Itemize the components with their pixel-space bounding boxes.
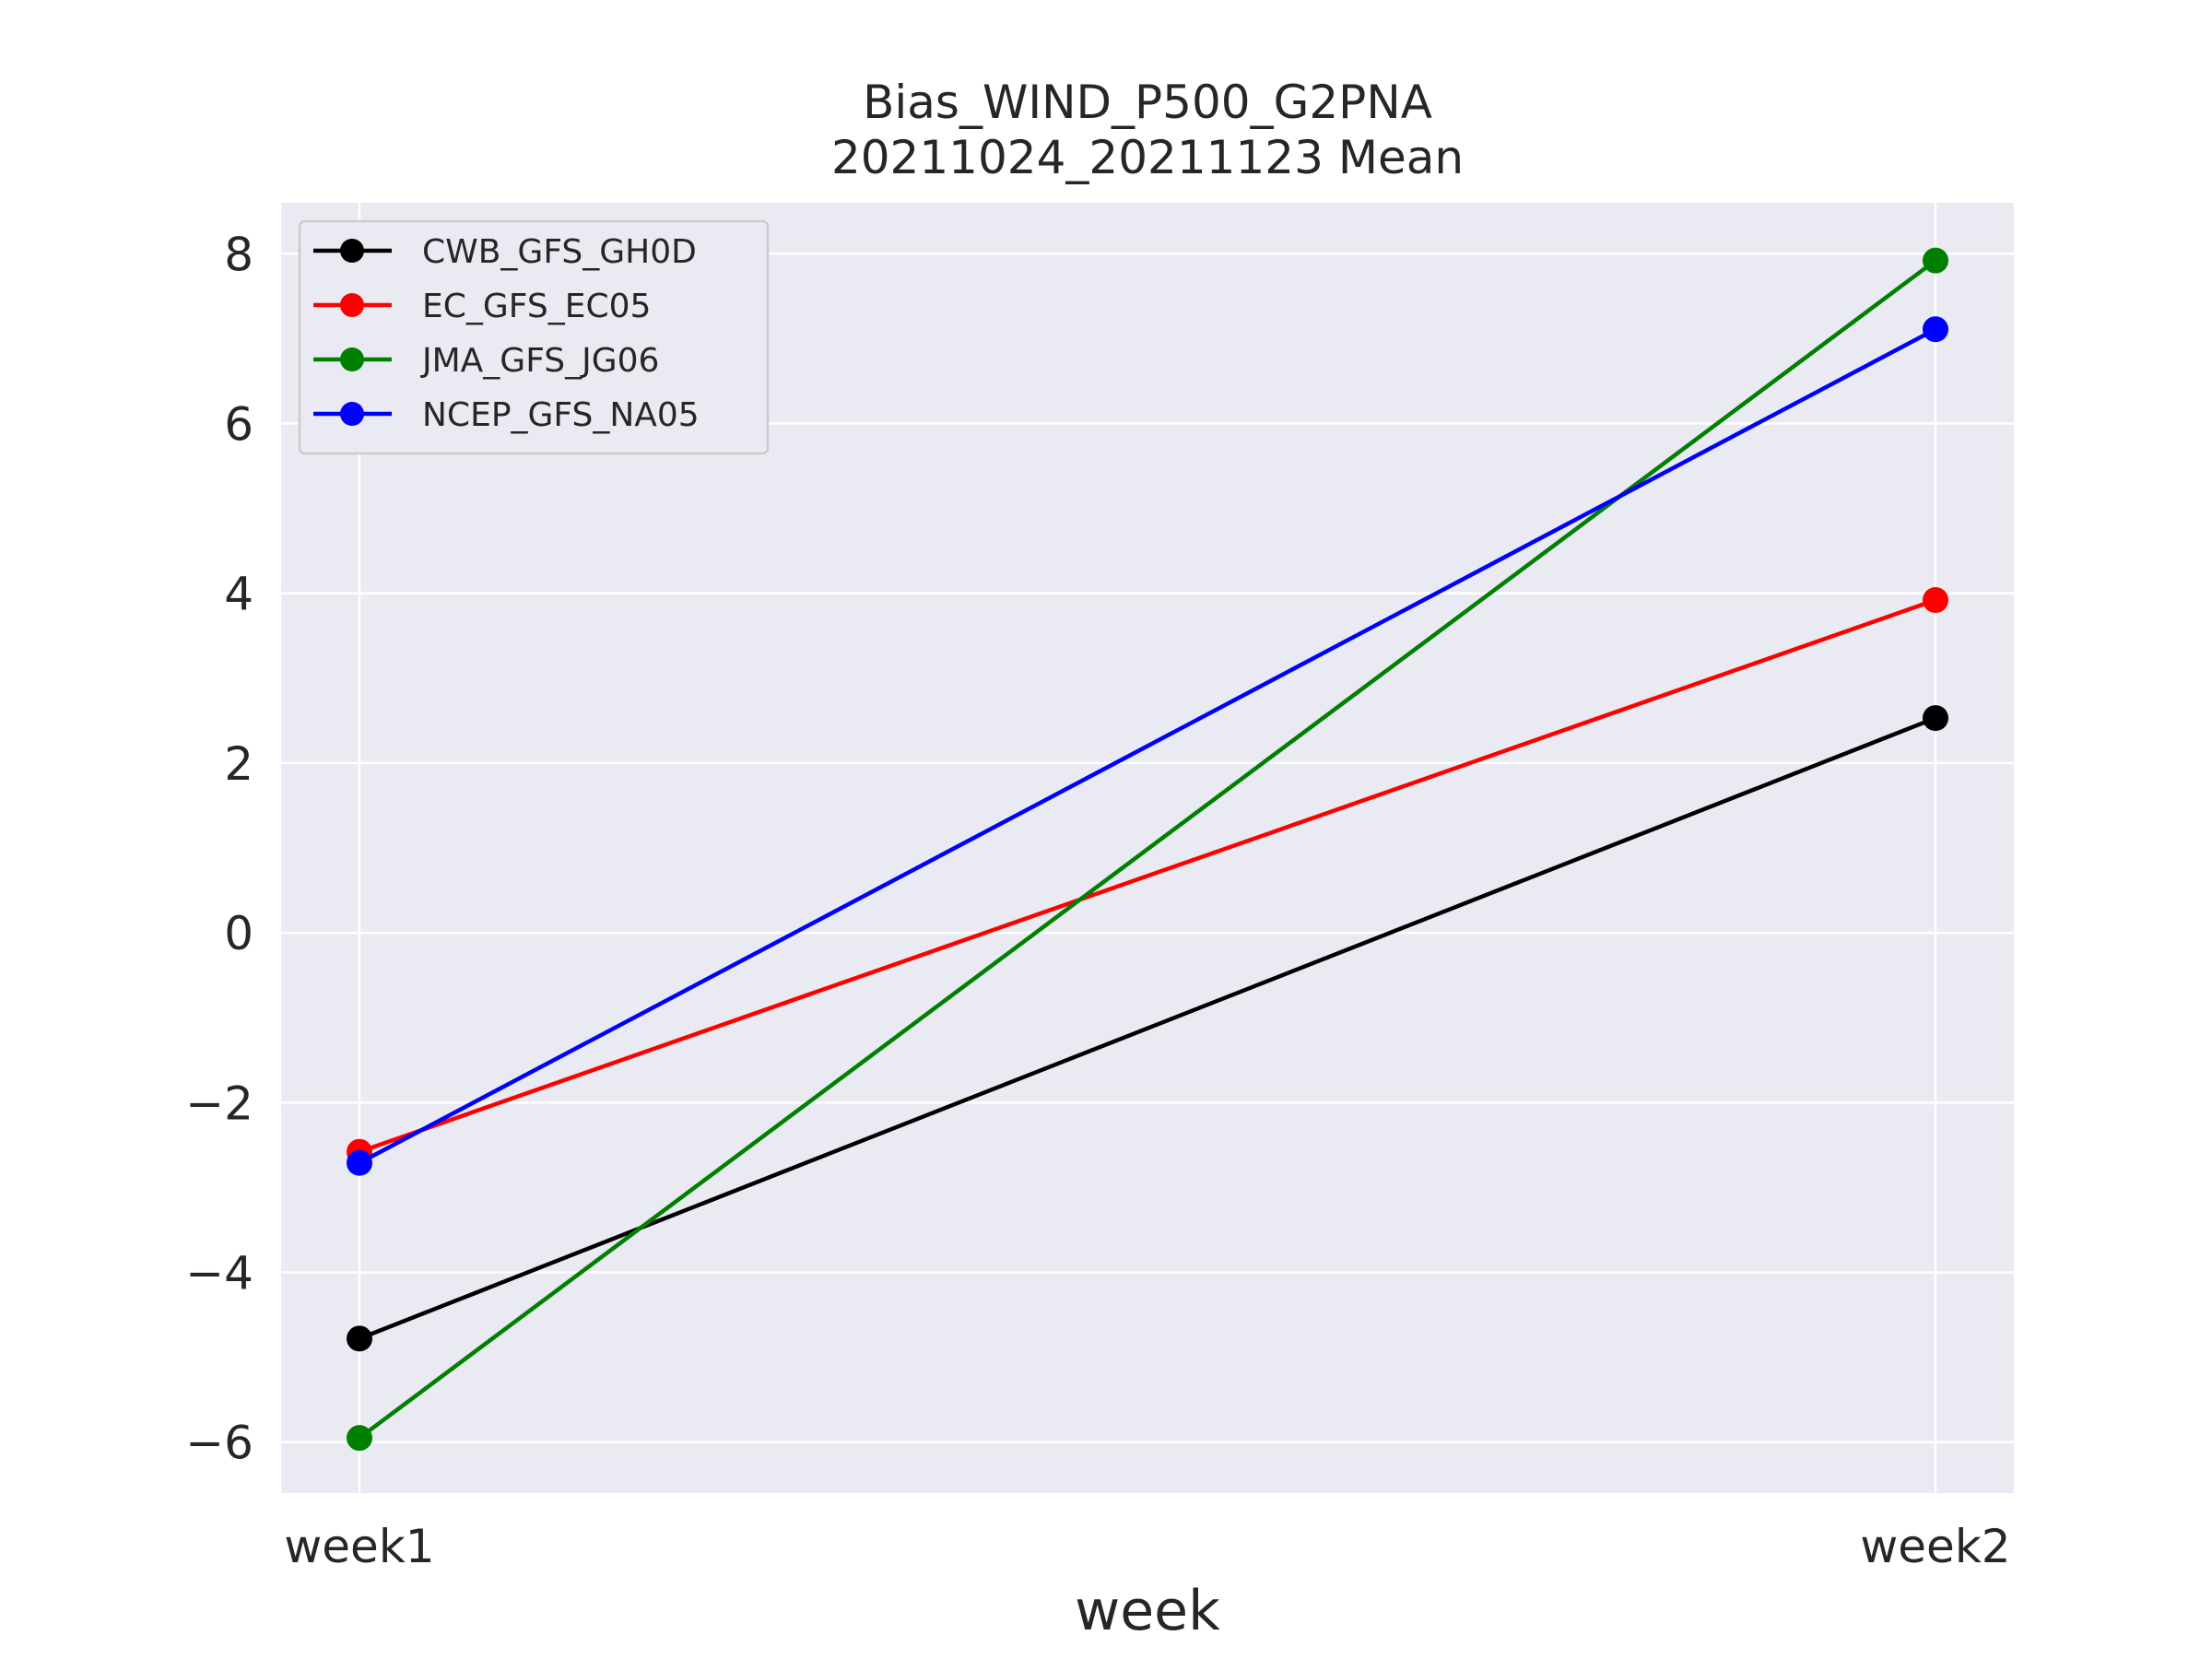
legend-marker [340,402,364,426]
series-line [358,327,1937,1165]
legend: CWB_GFS_GH0D EC_GFS_EC05 JMA_GFS_JG06 NCEP_… [298,219,770,455]
data-point [1923,587,1948,614]
legend-marker [340,347,364,371]
legend-marker [340,293,364,317]
series-line [359,715,1936,1341]
chart-subtitle: 20211024_20211123 Mean [831,131,1464,184]
x-axis: week1 week2 [284,1520,2010,1573]
data-point [347,1325,372,1352]
y-tick-label: 0 [224,907,253,960]
legend-label: EC_GFS_EC05 [422,288,651,325]
legend-marker [340,239,364,263]
legend-label: CWB_GFS_GH0D [422,233,697,271]
legend-box [298,219,770,455]
y-tick-label: 4 [224,568,253,621]
series-line [359,597,1936,1154]
x-tick-label: week1 [284,1520,434,1573]
data-point [347,1149,372,1176]
y-axis: 8 6 4 2 0 −2 −4 −6 [185,228,253,1469]
data-point [1923,247,1948,274]
y-tick-label: 2 [224,737,253,791]
chart-title: Bias_WIND_P500_G2PNA [863,76,1432,129]
gridlines [281,203,2014,1493]
series-lines [347,247,1948,1452]
legend-label: JMA_GFS_JG06 [420,342,659,380]
data-point [1923,316,1948,343]
legend-label: NCEP_GFS_NA05 [422,396,700,434]
data-point [347,1425,372,1452]
y-tick-label: −4 [185,1247,253,1300]
y-tick-label: 8 [224,228,253,281]
series-line [358,258,1937,1440]
y-tick-label: −6 [185,1417,253,1470]
x-axis-label: week [1075,1579,1220,1643]
y-tick-label: −2 [185,1077,253,1130]
data-point [1923,705,1948,732]
x-tick-label: week2 [1860,1520,2010,1573]
y-tick-label: 6 [224,397,253,451]
